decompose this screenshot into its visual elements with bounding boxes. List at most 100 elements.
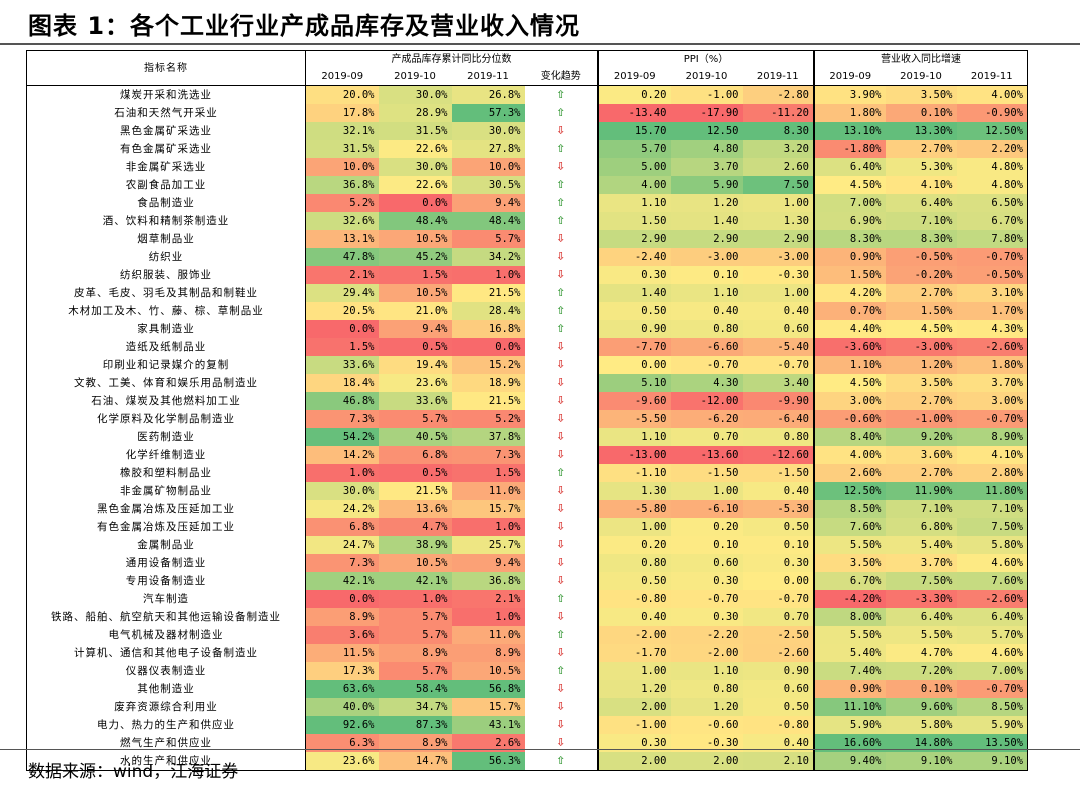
- ppi-cell: -7.70: [598, 338, 671, 356]
- table-row: 非金属矿物制品业 30.0% 21.5% 11.0% ⇩ 1.30 1.00 0.40 12.5…: [26, 482, 1028, 500]
- revenue-cell: 4.60%: [956, 554, 1028, 572]
- arrow-down-icon: ⇩: [556, 356, 565, 372]
- ppi-cell: -0.70: [670, 590, 743, 608]
- arrow-up-icon: ⇧: [556, 662, 565, 678]
- inventory-cell: 16.8%: [451, 320, 525, 338]
- trend-cell: ⇩: [524, 338, 598, 356]
- inventory-cell: 20.0%: [305, 85, 379, 104]
- inventory-cell: 37.8%: [451, 428, 525, 446]
- ppi-cell: 5.70: [598, 140, 671, 158]
- ppi-cell: 0.00: [742, 572, 814, 590]
- revenue-cell: -3.30%: [885, 590, 957, 608]
- inventory-cell: 28.9%: [378, 104, 452, 122]
- ppi-cell: -12.60: [742, 446, 814, 464]
- arrow-up-icon: ⇧: [556, 626, 565, 642]
- ppi-cell: 0.30: [598, 266, 671, 284]
- table-row: 橡胶和塑料制品业 1.0% 0.5% 1.5% ⇧ -1.10 -1.50 -1.50 2.60…: [26, 464, 1028, 482]
- revenue-cell: 7.00%: [814, 194, 886, 212]
- trend-cell: ⇩: [524, 374, 598, 392]
- table-row: 黑色金属冶炼及压延加工业 24.2% 13.6% 15.7% ⇩ -5.80 -6.10 -5…: [26, 500, 1028, 518]
- revenue-cell: 1.10%: [814, 356, 886, 374]
- revenue-cell: 7.50%: [956, 518, 1028, 536]
- industry-name: 家具制造业: [26, 320, 306, 338]
- revenue-cell: 8.00%: [814, 608, 886, 626]
- header-ppi-group: PPI（%）: [598, 50, 814, 68]
- inventory-cell: 1.0%: [451, 266, 525, 284]
- header-month: 2019-09: [598, 68, 671, 86]
- industry-name: 黑色金属冶炼及压延加工业: [26, 500, 306, 518]
- arrow-up-icon: ⇧: [556, 464, 565, 480]
- industry-name: 非金属矿采选业: [26, 158, 306, 176]
- industry-name: 金属制品业: [26, 536, 306, 554]
- revenue-cell: 3.00%: [814, 392, 886, 410]
- ppi-cell: -2.00: [598, 626, 671, 644]
- arrow-up-icon: ⇧: [556, 590, 565, 606]
- revenue-cell: 2.60%: [814, 464, 886, 482]
- arrow-down-icon: ⇩: [556, 158, 565, 174]
- revenue-cell: 7.40%: [814, 662, 886, 680]
- inventory-cell: 0.0%: [305, 590, 379, 608]
- inventory-cell: 1.0%: [451, 608, 525, 626]
- revenue-cell: 4.10%: [956, 446, 1028, 464]
- ppi-cell: -1.70: [598, 644, 671, 662]
- revenue-cell: 5.50%: [814, 536, 886, 554]
- industry-name: 其他制造业: [26, 680, 306, 698]
- revenue-cell: 3.00%: [956, 392, 1028, 410]
- industry-table: 指标名称 产成品库存累计同比分位数 PPI（%） 营业收入同比增速 2019-0…: [26, 50, 1028, 771]
- revenue-cell: 4.70%: [885, 644, 957, 662]
- ppi-cell: 2.00: [598, 752, 671, 771]
- ppi-cell: 1.00: [598, 662, 671, 680]
- revenue-cell: 11.90%: [885, 482, 957, 500]
- industry-name: 医药制造业: [26, 428, 306, 446]
- revenue-cell: 1.20%: [885, 356, 957, 374]
- table-row: 专用设备制造业 42.1% 42.1% 36.8% ⇩ 0.50 0.30 0.00 6.70%…: [26, 572, 1028, 590]
- ppi-cell: 0.70: [670, 428, 743, 446]
- ppi-cell: 1.40: [670, 212, 743, 230]
- table-row: 铁路、船舶、航空航天和其他运输设备制造业 8.9% 5.7% 1.0% ⇩ 0.40 0.3…: [26, 608, 1028, 626]
- trend-cell: ⇩: [524, 554, 598, 572]
- trend-cell: ⇧: [524, 662, 598, 680]
- arrow-down-icon: ⇩: [556, 122, 565, 138]
- table-row: 医药制造业 54.2% 40.5% 37.8% ⇩ 1.10 0.70 0.80 8.40% 9.…: [26, 428, 1028, 446]
- revenue-cell: 2.70%: [885, 284, 957, 302]
- trend-cell: ⇩: [524, 428, 598, 446]
- header-month: 2019-09: [305, 68, 379, 86]
- revenue-cell: 8.50%: [814, 500, 886, 518]
- arrow-down-icon: ⇩: [556, 338, 565, 354]
- inventory-cell: 7.3%: [305, 410, 379, 428]
- revenue-cell: 4.10%: [885, 176, 957, 194]
- inventory-cell: 11.5%: [305, 644, 379, 662]
- trend-cell: ⇩: [524, 644, 598, 662]
- revenue-cell: 7.50%: [885, 572, 957, 590]
- trend-cell: ⇩: [524, 356, 598, 374]
- title-divider: [0, 43, 1080, 45]
- table-row: 煤炭开采和洗选业 20.0% 30.0% 26.8% ⇧ 0.20 -1.00 -2.80 3.…: [26, 85, 1028, 104]
- ppi-cell: 0.30: [742, 554, 814, 572]
- ppi-cell: -2.80: [742, 85, 814, 104]
- inventory-cell: 30.0%: [378, 85, 452, 104]
- header-indicator-name: 指标名称: [26, 50, 306, 86]
- ppi-cell: 1.00: [742, 284, 814, 302]
- arrow-down-icon: ⇩: [556, 518, 565, 534]
- revenue-cell: 3.70%: [885, 554, 957, 572]
- table-row: 化学原料及化学制品制造业 7.3% 5.7% 5.2% ⇩ -5.50 -6.20 -6.40…: [26, 410, 1028, 428]
- trend-cell: ⇩: [524, 410, 598, 428]
- industry-name: 酒、饮料和精制茶制造业: [26, 212, 306, 230]
- inventory-cell: 18.9%: [451, 374, 525, 392]
- table-row: 废弃资源综合利用业 40.0% 34.7% 15.7% ⇩ 2.00 1.20 0.50 11.…: [26, 698, 1028, 716]
- inventory-cell: 6.8%: [378, 446, 452, 464]
- trend-cell: ⇧: [524, 176, 598, 194]
- ppi-cell: 0.10: [670, 266, 743, 284]
- ppi-cell: -1.10: [598, 464, 671, 482]
- revenue-cell: 6.80%: [885, 518, 957, 536]
- ppi-cell: 2.00: [598, 698, 671, 716]
- ppi-cell: 0.50: [598, 572, 671, 590]
- revenue-cell: -0.70%: [956, 410, 1028, 428]
- industry-name: 废弃资源综合利用业: [26, 698, 306, 716]
- arrow-up-icon: ⇧: [556, 104, 565, 120]
- revenue-cell: 8.40%: [814, 428, 886, 446]
- inventory-cell: 31.5%: [305, 140, 379, 158]
- inventory-cell: 27.8%: [451, 140, 525, 158]
- inventory-cell: 33.6%: [378, 392, 452, 410]
- revenue-cell: 4.30%: [956, 320, 1028, 338]
